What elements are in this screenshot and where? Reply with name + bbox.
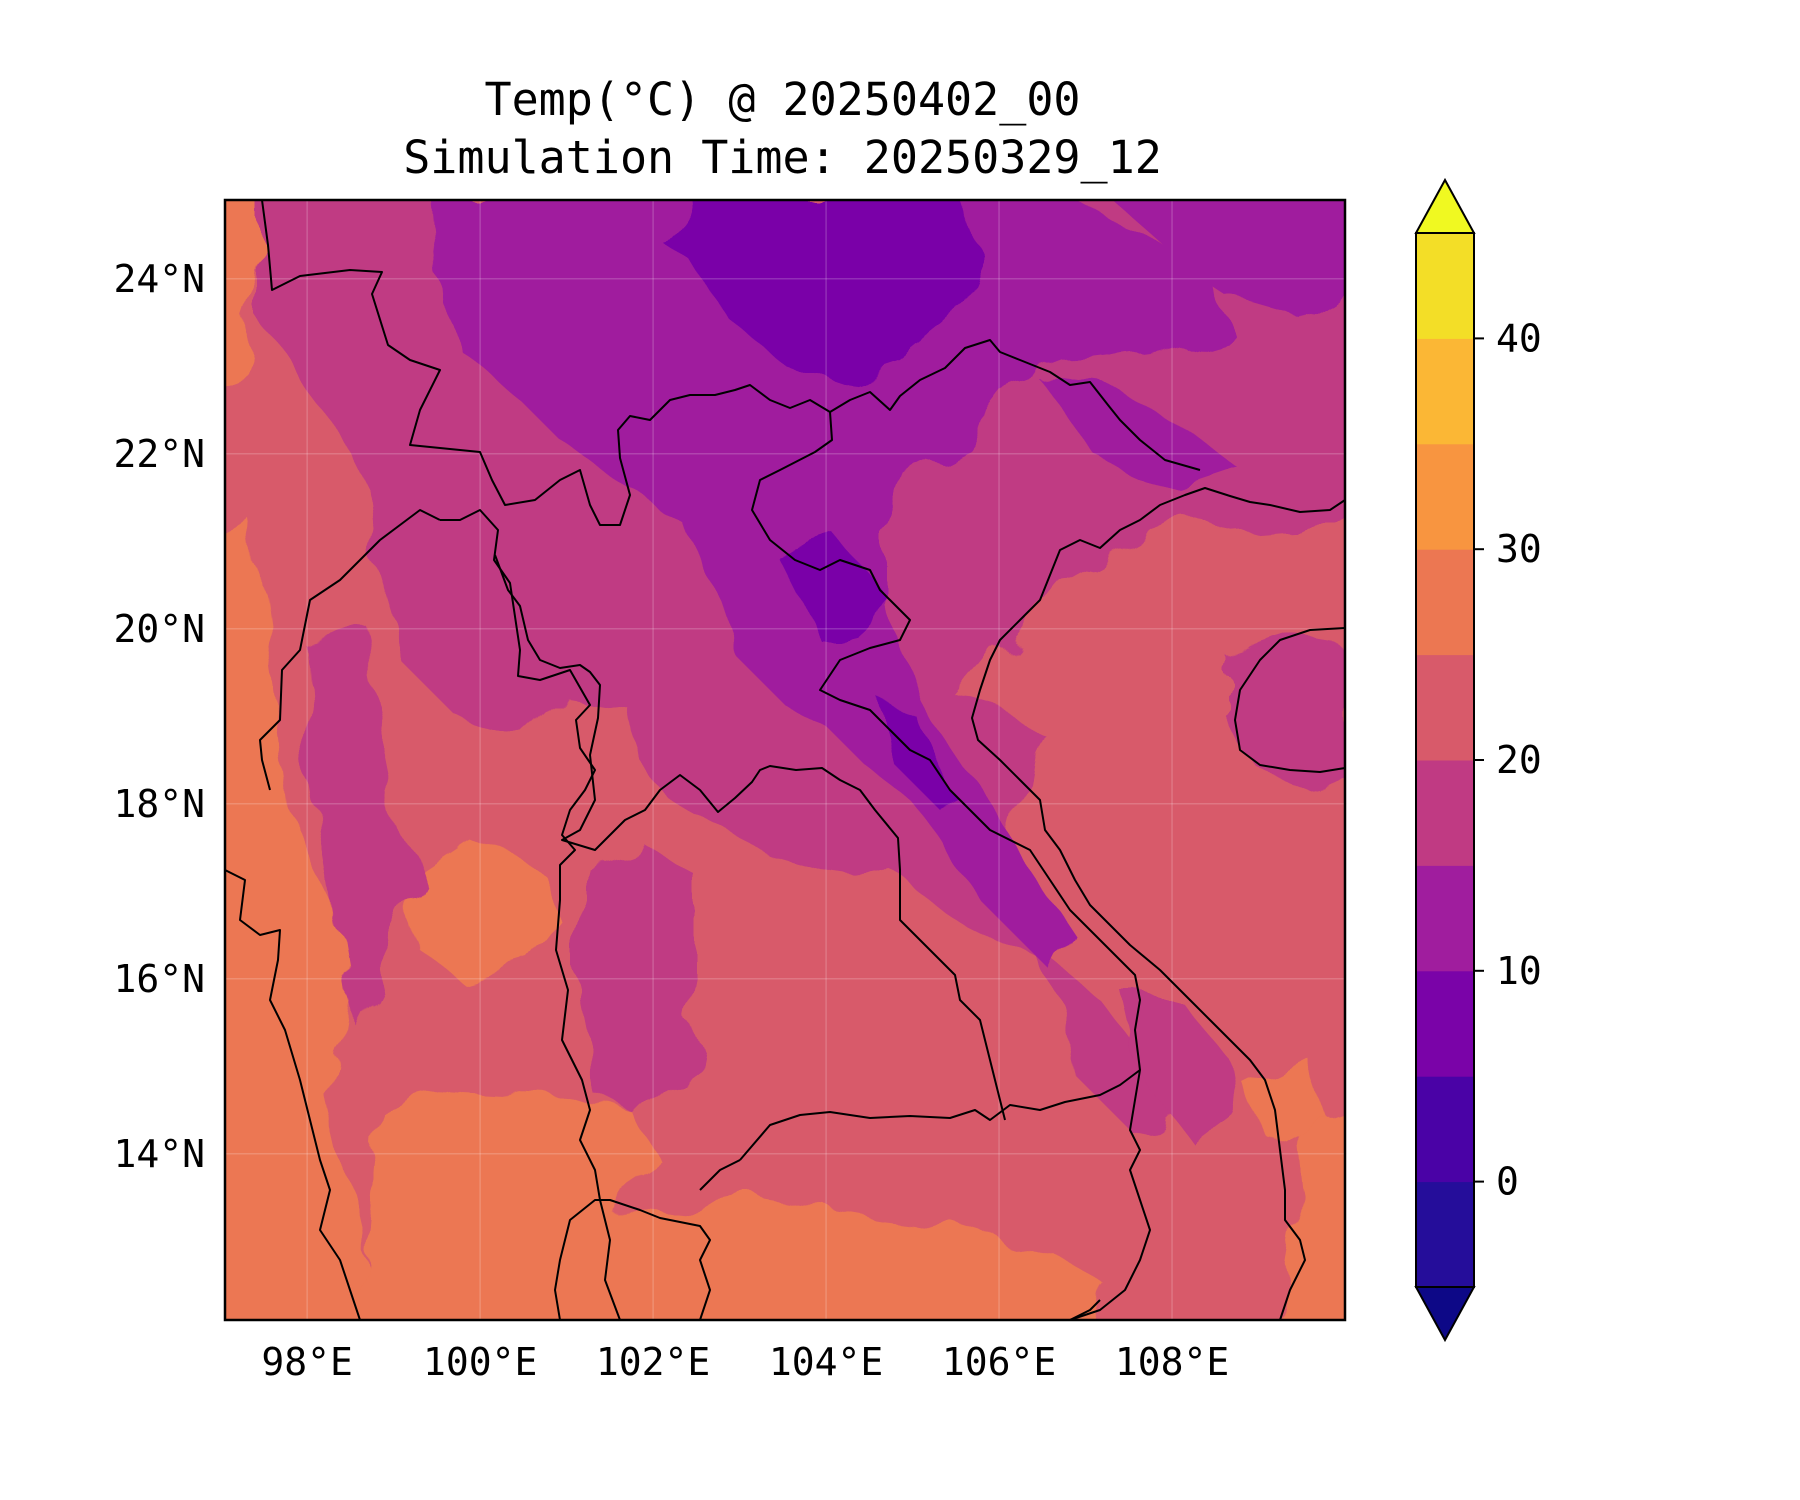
coastline-vietnam [971,487,1345,1320]
border-cambodia-thailand [699,1159,741,1191]
y-tick-label: 22°N [113,432,205,476]
x-tick-label: 100°E [423,1340,537,1384]
field-band-25-30-west [225,520,377,1320]
coastline-cambodia-south [1069,1299,1101,1320]
x-tick-label: 106°E [942,1340,1056,1384]
border-china-myanmar [261,200,1201,526]
colorbar-band [1416,549,1474,656]
y-tick-label: 20°N [113,607,205,651]
field-band-10-15-ne [1111,200,1345,320]
border-laos-vietnam [751,411,1141,1071]
field-band-5-10-ridge [880,700,950,800]
border-laos-thailand [494,554,1006,1121]
border-myanmar-laos [259,509,441,791]
y-tick-label: 16°N [113,957,205,1001]
colorbar-tick-label: 40 [1496,316,1542,360]
colorbar-bands [1416,233,1474,1288]
colorbar-band [1416,443,1474,550]
y-tick-label: 18°N [113,782,205,826]
colorbar-band [1416,865,1474,972]
field-band-25-30-central [400,830,560,980]
field-band-15-20-annamite [1130,1000,1240,1150]
field-band-15-20-mekong [580,840,700,1120]
colorbar-ticks: 0 10 20 30 40 [1474,316,1542,1204]
colorbar-under-triangle [1414,1286,1476,1343]
colorbar-band [1416,760,1474,866]
x-tick-label: 104°E [769,1340,883,1384]
colorbar-band [1416,1076,1474,1183]
temperature-field [225,200,1345,1320]
colorbar-tick-label: 20 [1496,738,1542,782]
country-borders [259,200,1201,1320]
field-band-10-15-lowtongue [1040,380,1240,490]
field-band-15-20-thai-west [300,620,420,1020]
coastline-hainan [1234,627,1345,773]
coastline-myanmar-west [225,869,361,1320]
x-tick-label: 108°E [1115,1340,1229,1384]
field-band-25-30-west-upper [225,200,269,364]
y-axis-ticks: 24°N 22°N 20°N 18°N 16°N 14°N [113,257,205,1176]
border-myanmar-thailand [440,509,621,1320]
map-frame [223,198,1347,1322]
chart-title-line-2: Simulation Time: 20250329_12 [403,131,1162,184]
colorbar-band [1416,233,1474,339]
field-band-15-20-hainan [1230,640,1345,780]
colorbar-tick-label: 0 [1496,1160,1519,1204]
x-axis-ticks: 98°E 100°E 102°E 104°E 106°E 108°E [261,1340,1229,1384]
colorbar-band [1416,970,1474,1077]
x-tick-label: 102°E [596,1340,710,1384]
y-tick-label: 24°N [113,257,205,301]
coastlines [225,487,1345,1320]
chart-title-line-1: Temp(°C) @ 20250402_00 [484,73,1081,126]
colorbar-tick-label: 10 [1496,949,1542,993]
field-band-25-30-south [361,1090,1110,1320]
x-tick-label: 98°E [261,1340,353,1384]
colorbar: 0 10 20 30 40 [1414,177,1542,1343]
colorbar-band [1416,1181,1474,1288]
colorbar-over-triangle [1414,177,1476,234]
field-band-5-10-core [660,200,980,380]
coastline-gulf-thailand [554,1199,711,1320]
map-gridlines [225,200,1345,1320]
field-band-25-30-southeast [1283,1101,1345,1320]
border-cambodia [739,1069,1151,1320]
colorbar-band [1416,654,1474,761]
colorbar-band [1416,338,1474,445]
colorbar-tick-label: 30 [1496,527,1542,571]
y-tick-label: 14°N [113,1132,205,1176]
